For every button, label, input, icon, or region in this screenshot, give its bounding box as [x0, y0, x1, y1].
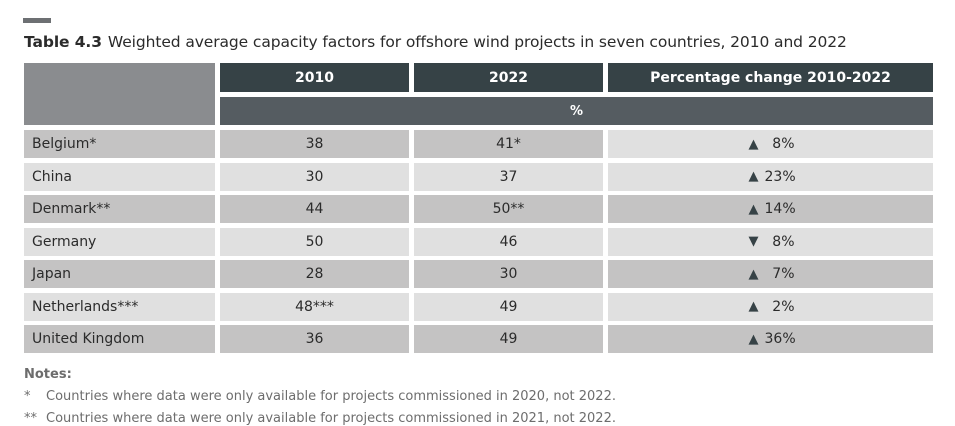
- table-caption: Weighted average capacity factors for of…: [107, 33, 847, 51]
- column-header-change: Percentage change 2010-2022: [608, 63, 933, 92]
- change-value: 2%: [772, 298, 795, 315]
- note-item: ** Countries where data were only availab…: [24, 411, 616, 426]
- value-2022-cell: 41*: [414, 130, 603, 158]
- country-cell: Japan: [24, 260, 215, 288]
- arrow-up-icon: ▲: [748, 201, 759, 217]
- value-2022-cell: 46: [414, 227, 603, 256]
- change-cell: ▼ 8%: [608, 227, 933, 256]
- change-cell: ▲ 23%: [608, 162, 933, 191]
- change-value: 23%: [764, 168, 796, 185]
- value-2022-cell: 30: [414, 260, 603, 288]
- value-2022-cell: 49: [414, 325, 603, 353]
- arrow-up-icon: ▲: [748, 299, 759, 314]
- value-2022-cell: 37: [414, 162, 603, 191]
- value-2010-cell: 44: [220, 195, 409, 223]
- country-cell: Denmark**: [24, 195, 215, 223]
- arrow-up-icon: ▲: [748, 136, 759, 152]
- header-corner: [24, 63, 215, 125]
- change-value: 36%: [764, 331, 796, 347]
- country-cell: United Kingdom: [24, 325, 215, 353]
- value-2010-cell: 30: [220, 162, 409, 191]
- notes-heading: Notes:: [24, 367, 72, 382]
- table-number: Table 4.3: [24, 33, 102, 51]
- country-cell: Germany: [24, 227, 215, 256]
- change-value: 8%: [772, 136, 795, 152]
- change-value: 14%: [764, 201, 796, 217]
- value-2022-cell: 49: [414, 292, 603, 321]
- value-2010-cell: 38: [220, 130, 409, 158]
- arrow-up-icon: ▲: [748, 331, 759, 347]
- title-accent-bar: [23, 18, 51, 23]
- note-marker: *: [24, 389, 31, 404]
- change-cell: ▲ 36%: [608, 325, 933, 353]
- country-cell: Netherlands***: [24, 292, 215, 321]
- value-2010-cell: 48***: [220, 292, 409, 321]
- value-2022-cell: 50**: [414, 195, 603, 223]
- note-text: Countries where data were only available…: [46, 411, 616, 426]
- value-2010-cell: 50: [220, 227, 409, 256]
- change-cell: ▲ 14%: [608, 195, 933, 223]
- change-cell: ▲ 8%: [608, 130, 933, 158]
- column-header-2022: 2022: [414, 63, 603, 92]
- change-cell: ▲ 7%: [608, 260, 933, 288]
- note-text: Countries where data were only available…: [46, 389, 616, 404]
- arrow-up-icon: ▲: [748, 169, 759, 184]
- change-value: 8%: [772, 233, 795, 250]
- table-title: Table 4.3 Weighted average capacity facto…: [24, 33, 847, 51]
- change-value: 7%: [772, 266, 795, 282]
- column-header-2010: 2010: [220, 63, 409, 92]
- arrow-down-icon: ▼: [748, 234, 759, 249]
- value-2010-cell: 28: [220, 260, 409, 288]
- unit-header: %: [220, 97, 933, 125]
- change-cell: ▲ 2%: [608, 292, 933, 321]
- arrow-up-icon: ▲: [748, 266, 759, 282]
- country-cell: Belgium*: [24, 130, 215, 158]
- note-marker: **: [24, 411, 37, 426]
- country-cell: China: [24, 162, 215, 191]
- value-2010-cell: 36: [220, 325, 409, 353]
- note-item: * Countries where data were only availabl…: [24, 389, 616, 404]
